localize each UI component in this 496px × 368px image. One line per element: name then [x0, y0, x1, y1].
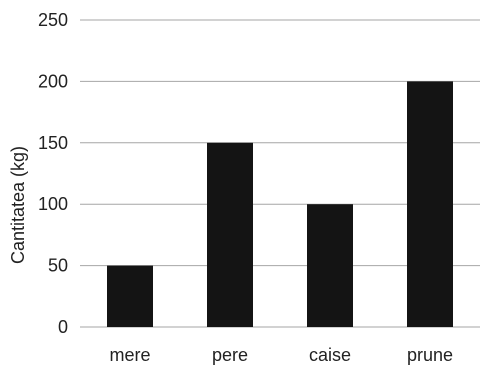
- y-tick-label-100: 100: [38, 194, 68, 214]
- x-tick-label-pere: pere: [212, 345, 248, 365]
- x-tick-label-mere: mere: [109, 345, 150, 365]
- y-axis-ticks: 0 50 100 150 200 250: [38, 10, 68, 337]
- x-tick-label-prune: prune: [407, 345, 453, 365]
- y-tick-label-50: 50: [48, 256, 68, 276]
- y-axis-title: Cantitatea (kg): [8, 146, 28, 264]
- bar-pere: [207, 142, 253, 327]
- x-axis-ticks: mere pere caise prune: [109, 345, 453, 365]
- y-tick-label-250: 250: [38, 10, 68, 30]
- x-tick-label-caise: caise: [309, 345, 351, 365]
- bars: [107, 81, 453, 328]
- bar-prune: [407, 81, 453, 328]
- y-tick-label-150: 150: [38, 133, 68, 153]
- y-tick-label-200: 200: [38, 71, 68, 91]
- y-tick-label-0: 0: [58, 317, 68, 337]
- bar-mere: [107, 265, 153, 327]
- bar-caise: [307, 204, 353, 327]
